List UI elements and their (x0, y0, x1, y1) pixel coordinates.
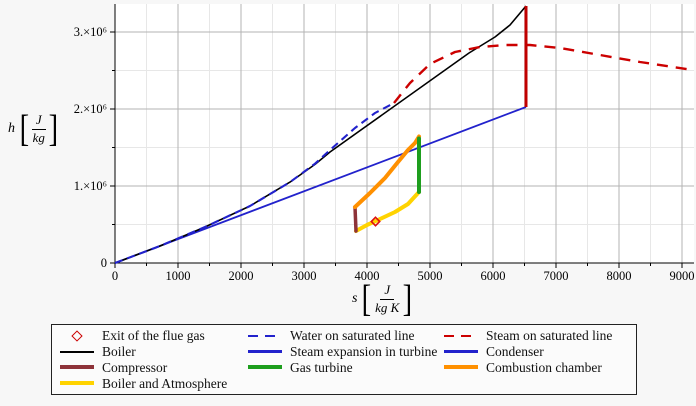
line-swatch-icon (60, 348, 94, 356)
legend-label: Compressor (102, 359, 168, 375)
diamond-marker-icon (60, 330, 94, 342)
legend-item-gas-turbine: Gas turbine (246, 361, 442, 375)
bracket-right: ] (402, 278, 413, 320)
line-swatch-icon (248, 363, 282, 371)
x-axis-label: s [ J kg K ] (352, 278, 414, 320)
x-tick-label: 7000 (544, 269, 569, 283)
series-boiler-and-atmosphere (354, 190, 421, 233)
legend-item-boiler-and-atmosphere: Boiler and Atmosphere (58, 377, 246, 391)
x-tick-label: 4000 (355, 269, 380, 283)
y-unit-denominator: kg (32, 129, 45, 145)
bracket-left: [ (19, 108, 30, 150)
series-water-saturated-line (114, 102, 395, 264)
series-compressor (353, 205, 358, 233)
chart-canvas: 0 1000 2000 3000 4000 5000 6000 7000 8000 9000 0 1.… (74, 4, 695, 283)
x-tick-label: 6000 (481, 269, 506, 283)
y-tick-label: 1.×10⁶ (74, 179, 107, 193)
line-swatch-icon (248, 348, 282, 356)
legend-item-condenser: Condenser (442, 345, 636, 359)
x-tick-label: 1000 (166, 269, 191, 283)
dashed-line-swatch-icon (248, 332, 282, 340)
legend-item-steam-saturated-line: Steam on saturated line (442, 329, 636, 343)
bracket-right: ] (48, 108, 59, 150)
legend-item-combustion-chamber: Combustion chamber (442, 361, 636, 375)
x-unit-numerator: J (380, 282, 395, 300)
legend-item-compressor: Compressor (58, 361, 246, 375)
legend-label: Condenser (486, 343, 544, 359)
legend-label: Steam expansion in turbine (290, 343, 438, 359)
line-swatch-icon (60, 363, 94, 371)
legend-label: Boiler (102, 343, 136, 359)
y-tick-label: 2.×10⁶ (74, 102, 107, 116)
x-tick-label: 0 (112, 269, 118, 283)
y-tick-label: 0 (101, 256, 107, 270)
series-steam-saturated-line (393, 43, 694, 104)
x-tick-label: 5000 (418, 269, 443, 283)
x-axis-symbol: s (352, 291, 358, 307)
dashed-line-swatch-icon (444, 332, 478, 340)
bracket-left: [ (362, 278, 372, 320)
y-axis-symbol: h (8, 121, 15, 137)
x-unit-denominator: kg K (375, 299, 400, 315)
x-tick-label: 3000 (292, 269, 317, 283)
legend-label: Boiler and Atmosphere (102, 375, 228, 391)
legend: Exit of the flue gas Water on saturated … (51, 324, 637, 395)
x-tick-label: 2000 (229, 269, 254, 283)
legend-label: Water on saturated line (290, 328, 415, 344)
plot-area (115, 4, 694, 263)
legend-item-water-saturated-line: Water on saturated line (246, 329, 442, 343)
legend-label: Combustion chamber (486, 359, 602, 375)
line-swatch-icon (444, 348, 478, 356)
legend-label: Steam on saturated line (486, 328, 613, 344)
y-axis-unit-fraction: J kg (31, 112, 46, 146)
series-combustion-chamber (353, 134, 421, 209)
y-tick-label: 3.×10⁶ (74, 25, 107, 39)
y-axis-label: h [ J kg ] (8, 108, 60, 150)
legend-item-boiler: Boiler (58, 345, 246, 359)
y-unit-numerator: J (31, 112, 46, 130)
legend-item-steam-expansion-in-turbine: Steam expansion in turbine (246, 345, 442, 359)
x-tick-label: 9000 (670, 269, 695, 283)
legend-item-exit-flue-gas: Exit of the flue gas (58, 329, 246, 343)
line-swatch-icon (444, 363, 478, 371)
series-condenser (114, 106, 527, 264)
x-tick-label: 8000 (607, 269, 632, 283)
legend-label: Gas turbine (290, 359, 353, 375)
x-axis-unit-fraction: J kg K (374, 282, 400, 316)
flue-gas-exit-marker (370, 216, 381, 227)
line-swatch-icon (60, 379, 94, 387)
legend-label: Exit of the flue gas (102, 328, 205, 344)
